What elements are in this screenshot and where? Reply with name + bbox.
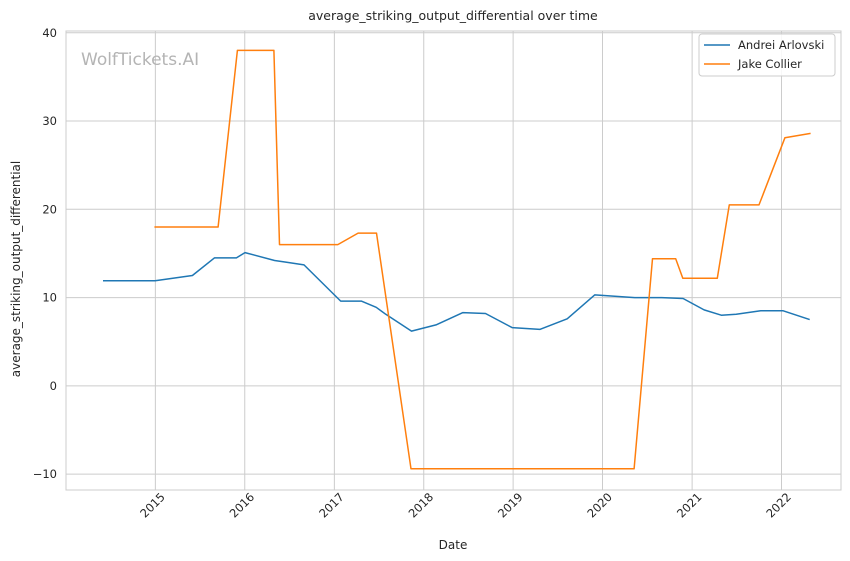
plot-area-frame bbox=[65, 30, 842, 491]
x-axis-title: Date bbox=[439, 538, 468, 552]
y-tick-label-2: 10 bbox=[42, 291, 57, 305]
y-axis-title: average_striking_output_differential bbox=[9, 161, 23, 377]
y-axis-tick-labels: −10 0 10 20 30 40 bbox=[33, 26, 57, 481]
y-tick-label-3: 20 bbox=[42, 202, 57, 216]
y-tick-label-0: −10 bbox=[33, 467, 57, 481]
legend-label-arlovski: Andrei Arlovski bbox=[738, 38, 824, 52]
y-tick-label-1: 0 bbox=[50, 379, 57, 393]
series-line-jake-collier bbox=[154, 49, 811, 470]
watermark-text: WolfTickets.AI bbox=[81, 50, 199, 70]
gridlines bbox=[66, 31, 841, 490]
legend-frame bbox=[698, 33, 836, 77]
legend: Andrei Arlovski Jake Collier bbox=[698, 33, 836, 77]
y-tick-label-4: 30 bbox=[42, 114, 57, 128]
series-lines bbox=[103, 49, 811, 470]
legend-label-collier: Jake Collier bbox=[737, 57, 802, 71]
series-line-andrei-arlovski bbox=[103, 251, 810, 332]
y-tick-label-5: 40 bbox=[42, 26, 57, 40]
chart-title: average_striking_output_differential ove… bbox=[308, 8, 598, 23]
